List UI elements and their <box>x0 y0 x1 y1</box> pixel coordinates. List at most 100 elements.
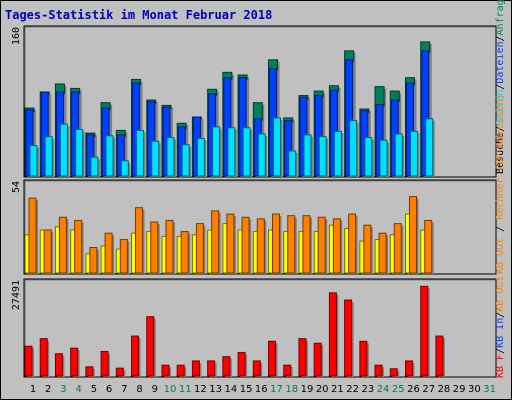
legend-top: Besuche/Seiten/Dateien/Anfragen <box>495 0 506 174</box>
bar-seiten <box>90 156 100 177</box>
day-label: 30 <box>468 384 481 395</box>
bar-seiten <box>75 129 85 177</box>
bar-seiten <box>410 130 420 177</box>
bar-seiten <box>105 135 116 177</box>
bar-kb-f <box>85 366 95 377</box>
bar-kb-f <box>435 335 445 377</box>
bar-kb-f <box>176 364 187 377</box>
day-label: 9 <box>152 384 158 395</box>
day-label: 19 <box>301 384 314 395</box>
bar-kb-f <box>328 292 339 377</box>
legend-middle: KB Out / Rechner (IP-Adressen) <box>495 93 506 274</box>
legend-entry: Dateien <box>495 42 506 84</box>
day-label: 11 <box>179 384 192 395</box>
legend-entry: / <box>495 312 506 318</box>
day-label: 22 <box>346 384 359 395</box>
bar-kb-f <box>405 360 415 377</box>
bar-seiten <box>364 137 374 177</box>
legend-text: KB F/KB In/KB Out <box>495 276 506 378</box>
bar-kb-f <box>268 340 278 377</box>
bar-seiten <box>333 130 344 177</box>
legend-entry: KB F <box>495 354 506 378</box>
legend-entry: / <box>495 226 506 232</box>
bar-kb-f <box>344 299 354 377</box>
day-label: 6 <box>106 384 112 395</box>
bar-kb-f <box>207 360 217 377</box>
bar-kb-f <box>100 350 111 377</box>
bar-seiten <box>379 139 390 177</box>
bar-kb-out <box>287 215 297 274</box>
bar-kb-f <box>252 360 263 377</box>
bar-seiten <box>181 144 192 177</box>
bar-kb-f <box>222 356 232 377</box>
legend-entry: Anfragen <box>495 0 506 35</box>
bar-seiten <box>44 136 55 177</box>
bar-seiten <box>303 134 313 177</box>
legend-bottom: KB F/KB In/KB Out <box>495 276 506 378</box>
day-label: 10 <box>164 384 177 395</box>
day-label: 4 <box>75 384 81 395</box>
legend-text: Besuche/Seiten/Dateien/Anfragen <box>495 0 506 174</box>
bar-seiten <box>318 136 329 177</box>
legend-entry: Seiten <box>495 90 506 126</box>
bar-kb-out <box>241 216 252 274</box>
bar-kb-out <box>363 224 373 274</box>
day-label: 14 <box>224 384 237 395</box>
bar-kb-f <box>389 368 400 377</box>
bar-kb-f <box>420 285 430 377</box>
legend-entry: / <box>495 348 506 354</box>
bar-kb-f <box>283 364 293 377</box>
bar-kb-f <box>161 364 171 377</box>
bar-seiten <box>59 123 70 177</box>
day-label: 2 <box>45 384 51 395</box>
bar-seiten <box>196 137 207 177</box>
bar-kb-f <box>313 342 324 377</box>
legend-entry: / <box>495 84 506 90</box>
bar-seiten <box>136 129 146 177</box>
bar-kb-out <box>211 210 221 274</box>
legend-entry: / <box>495 35 506 41</box>
bar-kb-out <box>348 213 358 274</box>
bar-kb-out <box>135 207 145 274</box>
chart-title: Tages-Statistik im Monat Februar 2018 <box>5 8 272 22</box>
day-label: 31 <box>483 384 496 395</box>
day-label: 28 <box>438 384 451 395</box>
legend-entry: Rechner <box>495 178 506 220</box>
bar-seiten <box>29 145 39 177</box>
bar-kb-out <box>256 218 267 274</box>
bar-seiten <box>288 150 298 177</box>
bar-seiten <box>273 117 283 177</box>
day-label: 20 <box>316 384 329 395</box>
day-label: 15 <box>240 384 253 395</box>
bar-seiten <box>349 120 359 177</box>
bar-kb-f <box>39 338 50 377</box>
bar-kb-out <box>89 247 99 274</box>
bar-kb-f <box>70 347 80 377</box>
bar-seiten <box>227 127 237 177</box>
bar-seiten <box>120 160 131 177</box>
day-label: 21 <box>331 384 344 395</box>
bar-kb-f <box>191 360 202 377</box>
bar-kb-out <box>165 219 175 274</box>
bar-kb-out <box>332 218 343 274</box>
bar-kb-f <box>24 345 34 377</box>
legend-entry: Besuche <box>495 132 506 174</box>
legend-entry: KB Out <box>495 238 506 274</box>
bar-seiten <box>257 133 268 177</box>
y-tick-bottom: 27491 <box>11 280 22 310</box>
bar-kb-out <box>104 232 115 274</box>
bar-kb-out <box>74 219 84 274</box>
bar-kb-out <box>302 215 312 274</box>
bar-kb-out <box>58 216 69 274</box>
bar-kb-out <box>409 196 419 274</box>
bar-seiten <box>151 140 161 177</box>
day-label: 8 <box>136 384 142 395</box>
day-label: 12 <box>194 384 207 395</box>
bar-seiten <box>242 127 253 177</box>
bar-kb-f <box>54 353 65 377</box>
y-tick-middle: 54 <box>11 181 22 193</box>
bar-kb-out <box>180 231 191 274</box>
legend-entry: / <box>495 126 506 132</box>
bar-kb-f <box>298 338 308 377</box>
